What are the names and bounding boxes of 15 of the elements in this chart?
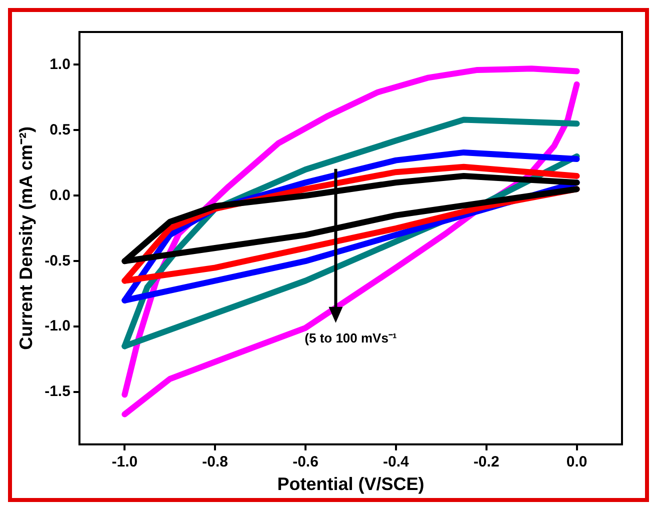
x-tick-label: 0.0 (566, 454, 588, 471)
y-tick-label: -1.5 (44, 383, 70, 400)
x-tick-label: -0.4 (383, 454, 410, 471)
y-tick-label: 0.0 (50, 186, 70, 204)
x-axis-title: Potential (V/SCE) (277, 474, 424, 494)
annotation: (5 to 100 mVs⁻¹ (304, 330, 397, 346)
y-tick-label: -0.5 (44, 252, 70, 270)
y-tick-label: 0.5 (50, 121, 70, 138)
x-tick-label: -1.0 (112, 454, 138, 471)
y-tick-label: -1.0 (44, 318, 70, 335)
y-tick-label: 1.0 (50, 56, 70, 73)
y-axis-title: Current Density (mA cm⁻²) (16, 126, 36, 350)
x-tick-label: -0.8 (202, 454, 228, 471)
x-tick-label: -0.2 (473, 454, 500, 471)
x-tick-label: -0.6 (292, 454, 318, 471)
